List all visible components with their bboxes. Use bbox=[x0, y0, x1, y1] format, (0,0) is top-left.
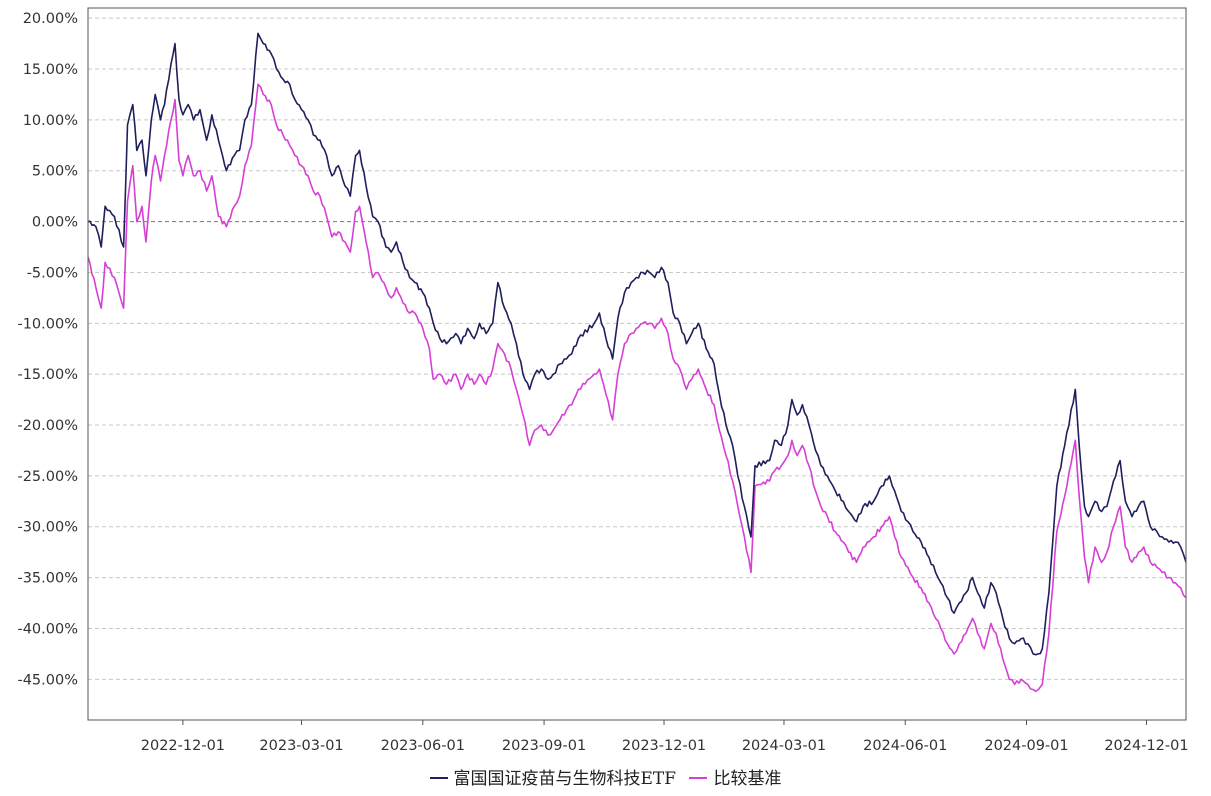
legend-item-fund: 富国国证疫苗与生物科技ETF bbox=[429, 764, 677, 789]
x-tick-label: 2022-12-01 bbox=[141, 738, 225, 754]
legend-swatch-fund bbox=[429, 776, 448, 779]
series-lines bbox=[87, 32, 1187, 693]
grid-lines bbox=[88, 17, 1186, 680]
x-tick-label: 2023-03-01 bbox=[259, 738, 343, 754]
series-line-fund bbox=[87, 32, 1187, 656]
y-tick-label: -35.00% bbox=[17, 571, 78, 587]
y-tick-label: -45.00% bbox=[17, 672, 78, 688]
x-tick-label: 2023-06-01 bbox=[381, 738, 465, 754]
x-tick-label: 2023-12-01 bbox=[622, 738, 706, 754]
y-tick-label: -25.00% bbox=[17, 469, 78, 485]
y-tick-label: -10.00% bbox=[17, 316, 78, 332]
x-tick-label: 2024-12-01 bbox=[1104, 738, 1188, 754]
y-tick-label: 15.00% bbox=[23, 62, 78, 78]
x-tick-label: 2024-09-01 bbox=[984, 738, 1068, 754]
legend-item-benchmark: 比较基准 bbox=[689, 764, 781, 789]
y-axis-tick-labels: 20.00% 15.00% 10.00% 5.00% 0.00% -5.00% -10.00… bbox=[17, 11, 78, 688]
y-tick-label: 5.00% bbox=[32, 164, 78, 180]
x-tick-label: 2023-09-01 bbox=[502, 738, 586, 754]
y-tick-label: -40.00% bbox=[17, 621, 78, 637]
y-tick-label: -15.00% bbox=[17, 367, 78, 383]
y-tick-label: 20.00% bbox=[23, 11, 78, 27]
x-tick-label: 2024-03-01 bbox=[742, 738, 826, 754]
legend-label-fund: 富国国证疫苗与生物科技ETF bbox=[453, 769, 677, 789]
y-tick-label: -5.00% bbox=[27, 265, 78, 281]
x-axis-tick-labels: 2022-12-01 2023-03-01 2023-06-01 2023-09-01… bbox=[141, 720, 1189, 754]
x-tick-label: 2024-06-01 bbox=[863, 738, 947, 754]
y-tick-label: 0.00% bbox=[32, 215, 78, 231]
plot-area-border bbox=[87, 7, 1187, 721]
y-tick-label: -30.00% bbox=[17, 520, 78, 536]
legend: 富国国证疫苗与生物科技ETF 比较基准 bbox=[0, 764, 1211, 789]
y-tick-label: -20.00% bbox=[17, 418, 78, 434]
y-tick-label: 10.00% bbox=[23, 113, 78, 129]
legend-swatch-benchmark bbox=[689, 776, 708, 779]
series-line-benchmark bbox=[87, 83, 1187, 693]
legend-label-benchmark: 比较基准 bbox=[713, 769, 782, 789]
